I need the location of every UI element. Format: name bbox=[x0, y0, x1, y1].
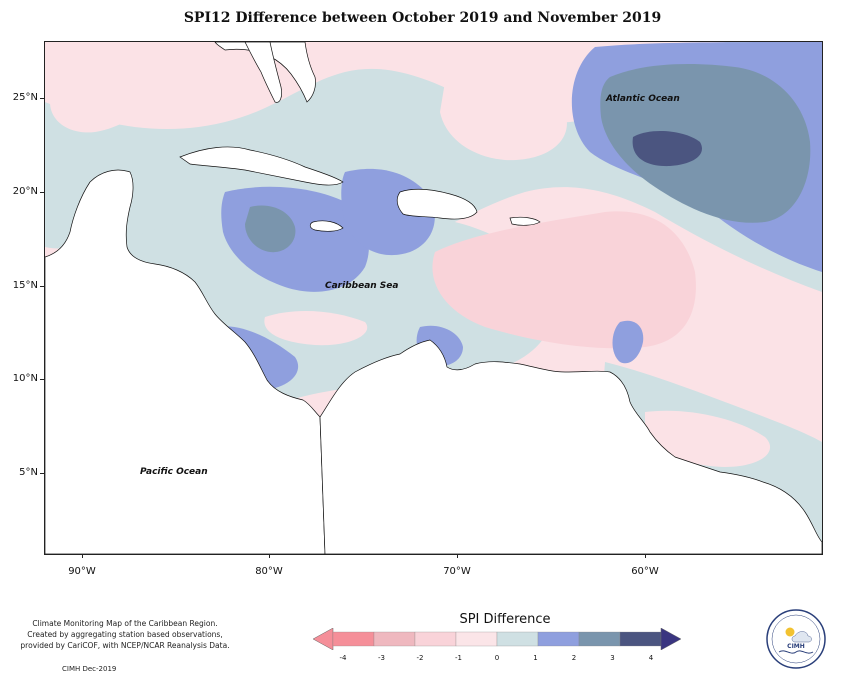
map-title: SPI12 Difference between October 2019 an… bbox=[183, 10, 662, 26]
x-tickmark bbox=[457, 554, 458, 558]
x-tick-80w: 80°W bbox=[255, 566, 283, 577]
legend-swatch bbox=[373, 631, 416, 647]
anomaly-zone-dark-core bbox=[632, 130, 702, 167]
x-tickmark bbox=[82, 554, 83, 558]
land-central-america bbox=[45, 169, 326, 554]
legend-tick-label: -3 bbox=[378, 654, 385, 662]
x-tick-90w: 90°W bbox=[68, 566, 96, 577]
cimh-logo: CIMH bbox=[766, 609, 826, 669]
y-tickmark bbox=[40, 379, 44, 380]
legend-tick-label: 1 bbox=[533, 654, 538, 662]
spi-difference-map bbox=[45, 42, 822, 554]
legend-swatch bbox=[537, 631, 580, 647]
legend-swatch bbox=[619, 631, 662, 647]
issuer-date: CIMH Dec-2019 bbox=[62, 665, 117, 673]
map-area bbox=[44, 41, 823, 555]
x-tickmark bbox=[269, 554, 270, 558]
y-tickmark bbox=[40, 98, 44, 99]
anomaly-zone-pink-west bbox=[50, 55, 147, 133]
legend-tick-label: 0 bbox=[494, 654, 500, 662]
legend-tick-label: -4 bbox=[339, 654, 347, 662]
x-tick-70w: 70°W bbox=[443, 566, 471, 577]
land-north-america bbox=[214, 42, 316, 103]
y-tick-10n: 10°N bbox=[12, 373, 38, 384]
anomaly-zone-pink-center bbox=[264, 310, 368, 346]
anomaly-zone-pink-east bbox=[432, 211, 696, 349]
land-cuba bbox=[179, 146, 344, 186]
legend-title: SPI Difference bbox=[459, 612, 551, 627]
legend-swatch bbox=[414, 631, 457, 647]
label-atlantic-ocean: Atlantic Ocean bbox=[606, 94, 680, 104]
map-credit: Climate Monitoring Map of the Caribbean … bbox=[10, 618, 240, 651]
legend-swatch bbox=[578, 631, 621, 647]
y-tickmark bbox=[40, 473, 44, 474]
anomaly-zone-steel-atlantic bbox=[600, 64, 811, 223]
y-tick-15n: 15°N bbox=[12, 280, 38, 291]
credit-line-1: Climate Monitoring Map of the Caribbean … bbox=[32, 619, 218, 628]
credit-line-3: provided by CariCOF, with NCEP/NCAR Rean… bbox=[20, 641, 230, 650]
legend-tick-label: -1 bbox=[455, 654, 462, 662]
credit-line-2: Created by aggregating station based obs… bbox=[27, 630, 223, 639]
y-tick-25n: 25°N bbox=[12, 92, 38, 103]
land-hispaniola bbox=[396, 189, 478, 220]
legend-tick-label: -2 bbox=[416, 654, 424, 662]
y-tickmark bbox=[40, 286, 44, 287]
legend-tick-label: 3 bbox=[610, 654, 615, 662]
x-tickmark bbox=[645, 554, 646, 558]
anomaly-zone-pink-south bbox=[645, 410, 771, 467]
x-tick-60w: 60°W bbox=[631, 566, 659, 577]
legend-tick-label: 4 bbox=[648, 654, 654, 662]
anomaly-zone-pink-mid bbox=[440, 78, 567, 161]
y-tickmark bbox=[40, 192, 44, 193]
land-south-america bbox=[319, 339, 822, 554]
y-tick-20n: 20°N bbox=[12, 186, 38, 197]
legend-arrow-right bbox=[660, 628, 681, 650]
legend-swatch bbox=[496, 631, 539, 647]
color-legend bbox=[313, 628, 681, 650]
label-pacific-ocean: Pacific Ocean bbox=[140, 467, 208, 477]
land-jamaica bbox=[309, 220, 344, 232]
land-puerto-rico bbox=[509, 216, 541, 226]
legend-tick-label: 2 bbox=[571, 654, 577, 662]
logo-text: CIMH bbox=[787, 643, 805, 650]
legend-swatch bbox=[332, 631, 375, 647]
anomaly-zone-steel-cuba bbox=[245, 205, 296, 253]
land-florida bbox=[244, 42, 282, 103]
legend-swatch bbox=[455, 631, 498, 647]
legend-arrow-left bbox=[313, 628, 334, 650]
anomaly-zone-blue-lesser-antilles bbox=[612, 320, 644, 364]
y-tick-5n: 5°N bbox=[19, 467, 38, 478]
label-caribbean-sea: Caribbean Sea bbox=[325, 281, 399, 291]
